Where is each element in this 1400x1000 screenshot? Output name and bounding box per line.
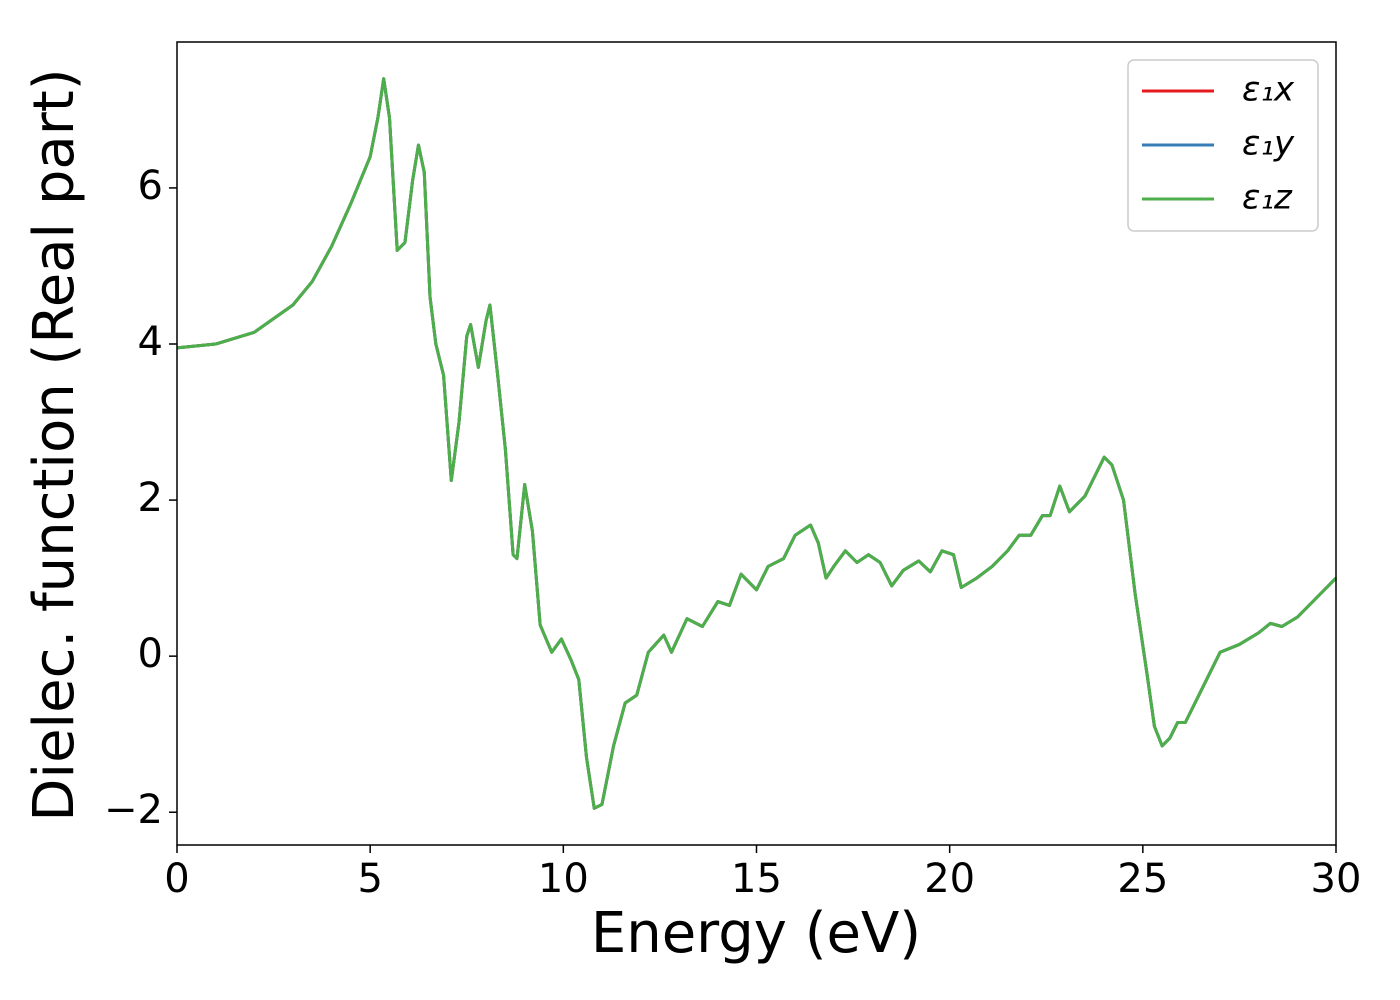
y-tick-label: 4 bbox=[138, 319, 163, 365]
x-tick-label: 25 bbox=[1117, 856, 1168, 902]
legend-box bbox=[1127, 59, 1319, 232]
series-line bbox=[176, 77, 1338, 810]
legend-label: ε₁y bbox=[1242, 124, 1295, 164]
x-tick-label: 10 bbox=[538, 856, 589, 902]
legend-label: ε₁x bbox=[1242, 70, 1295, 110]
x-tick-label: 0 bbox=[164, 856, 189, 902]
y-tick-label: 2 bbox=[138, 475, 163, 521]
x-tick-label: 20 bbox=[924, 856, 975, 902]
legend-label: ε₁z bbox=[1242, 178, 1293, 218]
y-tick-label: −2 bbox=[104, 787, 163, 833]
plot-frame bbox=[176, 41, 1337, 846]
y-tick-label: 6 bbox=[138, 163, 163, 209]
x-tick-label: 5 bbox=[357, 856, 382, 902]
x-tick-label: 15 bbox=[731, 856, 782, 902]
x-axis-label: Energy (eV) bbox=[591, 901, 921, 966]
y-axis-label: Dielec. function (Real part) bbox=[22, 68, 87, 821]
y-tick-label: 0 bbox=[138, 631, 163, 677]
x-tick-label: 30 bbox=[1311, 856, 1362, 902]
